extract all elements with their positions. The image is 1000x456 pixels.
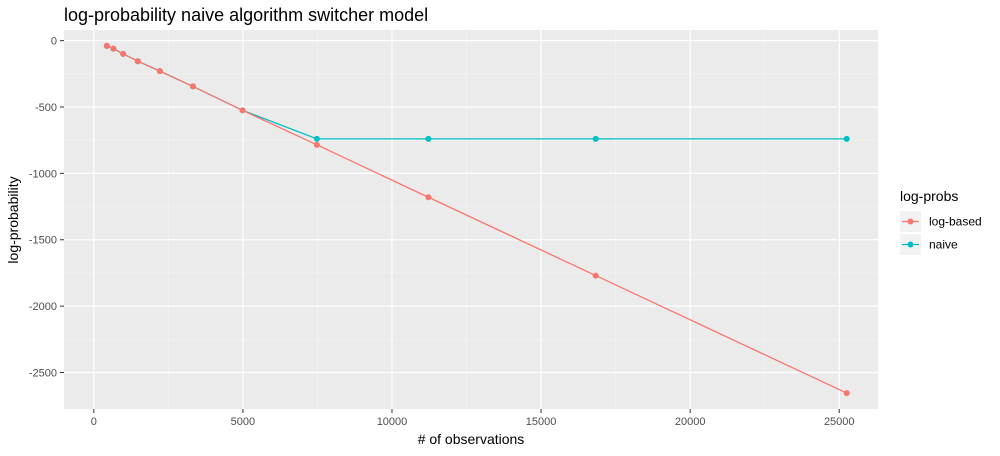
data-point-naive <box>313 135 320 142</box>
y-axis-title: log-probability <box>5 176 21 263</box>
x-tick-label: 25000 <box>824 416 855 428</box>
x-tick-label: 0 <box>91 416 97 428</box>
legend-label: naive <box>929 238 958 252</box>
legend-title: log-probs <box>900 188 958 204</box>
y-axis: 0 -500 -1000 -1500 -2000 -2500 <box>29 36 64 379</box>
data-point-log-based <box>313 141 320 148</box>
x-tick-label: 5000 <box>231 416 255 428</box>
data-point-log-based <box>425 194 432 201</box>
data-point-log-based <box>120 50 127 57</box>
legend-label: log-based <box>929 215 982 229</box>
data-point-log-based <box>103 42 110 49</box>
data-point-log-based <box>156 68 163 75</box>
series-layer <box>103 42 850 397</box>
y-tick-label: -1000 <box>29 168 57 180</box>
legend-key-point <box>907 218 914 225</box>
data-point-log-based <box>189 83 196 90</box>
legend: log-probs log-based naive <box>900 188 982 255</box>
data-point-naive <box>843 135 850 142</box>
x-tick-label: 15000 <box>526 416 557 428</box>
plot-panel <box>64 30 878 409</box>
data-point-naive <box>592 135 599 142</box>
data-point-log-based <box>843 390 850 397</box>
data-point-log-based <box>239 107 246 114</box>
y-tick-label: -500 <box>35 102 57 114</box>
legend-key-point <box>907 241 914 248</box>
y-tick-label: -2500 <box>29 367 57 379</box>
x-axis: 0 5000 10000 15000 20000 25000 <box>91 409 855 428</box>
y-tick-label: -1500 <box>29 235 57 247</box>
y-tick-label: -2000 <box>29 301 57 313</box>
data-point-log-based <box>110 45 117 52</box>
x-axis-title: # of observations <box>418 431 525 447</box>
y-tick-label: 0 <box>51 36 57 48</box>
x-tick-label: 20000 <box>675 416 706 428</box>
legend-item-naive: naive <box>900 234 958 255</box>
grid-major <box>64 30 878 409</box>
x-tick-label: 10000 <box>377 416 408 428</box>
data-point-naive <box>425 135 432 142</box>
data-point-log-based <box>134 58 141 65</box>
chart-title: log-probability naive algorithm switcher… <box>64 5 428 25</box>
data-point-log-based <box>592 272 599 279</box>
legend-item-log-based: log-based <box>900 211 982 232</box>
series-log-based <box>103 42 850 397</box>
grid-minor <box>64 30 878 409</box>
legend-items: log-based naive <box>900 211 982 255</box>
